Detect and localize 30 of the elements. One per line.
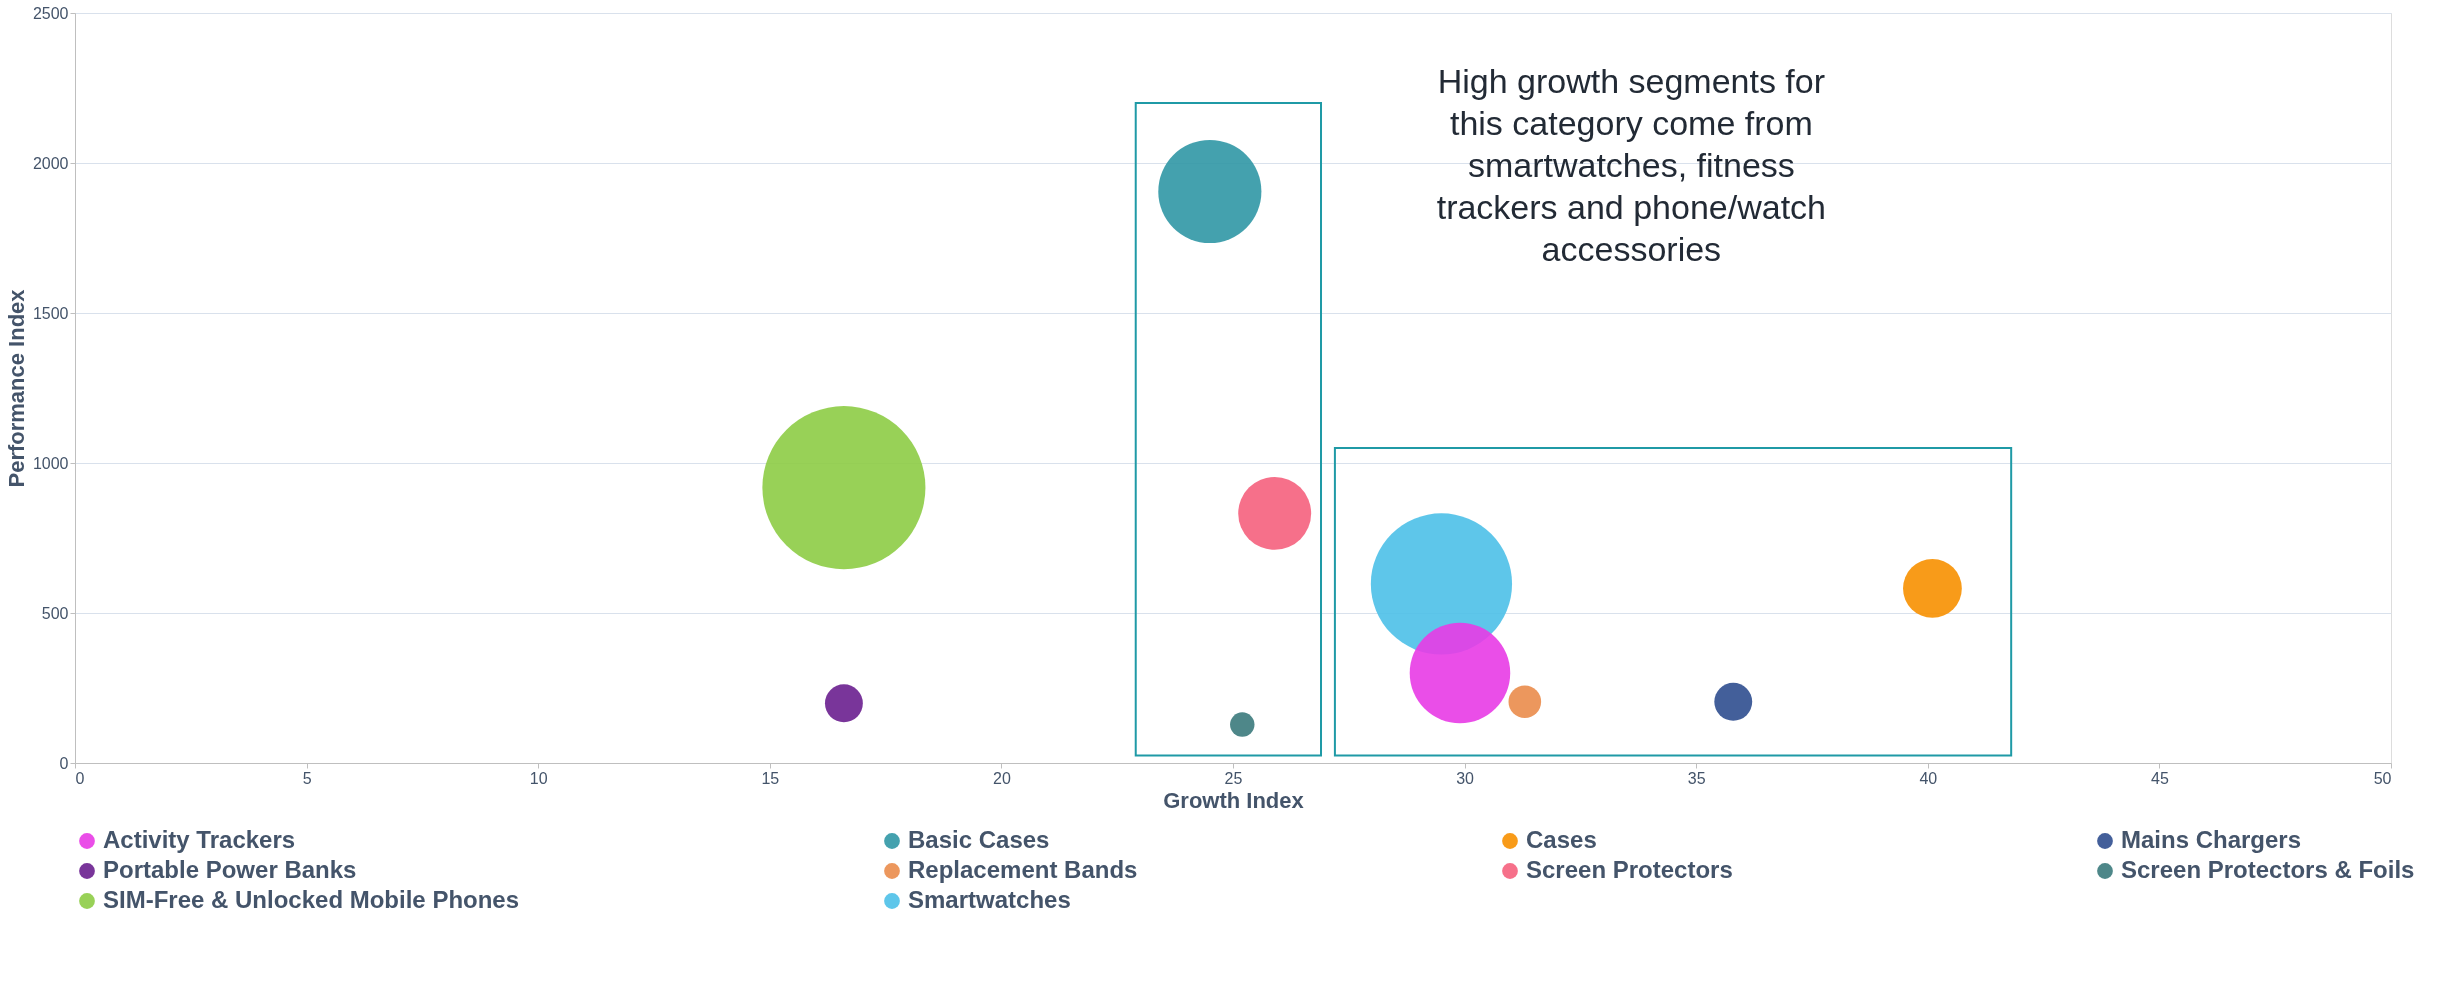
legend-label: Smartwatches	[908, 886, 1071, 913]
x-tick-label: 40	[1919, 769, 1938, 787]
legend-label: Replacement Bands	[908, 856, 1138, 883]
legend-label: Portable Power Banks	[103, 856, 357, 883]
x-tick-label: 15	[761, 769, 780, 787]
legend-label: Screen Protectors & Foils	[2121, 856, 2415, 883]
legend-label: Screen Protectors	[1526, 856, 1733, 883]
y-tick-label: 500	[41, 604, 69, 622]
legend-label: SIM-Free & Unlocked Mobile Phones	[103, 886, 520, 913]
legend-label: Activity Trackers	[103, 826, 296, 853]
y-tick-label: 1500	[32, 304, 69, 322]
x-axis-title: Growth Index	[1163, 787, 1305, 813]
legend-label: Cases	[1526, 826, 1597, 853]
annotation: High growth segments for this category come from smartwatches, fitness trackers and phone/watch accessories	[1436, 61, 1827, 268]
x-tick-label: 50	[2373, 769, 2392, 787]
legend-label: Mains Chargers	[2121, 826, 2302, 853]
legend-label: Basic Cases	[908, 826, 1050, 853]
x-tick-label: 5	[302, 769, 312, 787]
y-tick-label: 2500	[32, 4, 69, 22]
y-tick-label: 1000	[32, 454, 69, 472]
y-axis-title: Performance Index	[3, 288, 29, 488]
y-tick-label: 0	[59, 754, 69, 772]
x-tick-label: 30	[1456, 769, 1475, 787]
x-tick-label: 45	[2151, 769, 2169, 787]
x-tick-label: 10	[529, 769, 548, 787]
x-tick-label: 25	[1224, 769, 1243, 787]
x-tick-label: 20	[993, 769, 1011, 787]
x-tick-label: 0	[75, 769, 85, 787]
y-tick-label: 2000	[32, 154, 69, 172]
x-tick-label: 35	[1687, 769, 1706, 787]
